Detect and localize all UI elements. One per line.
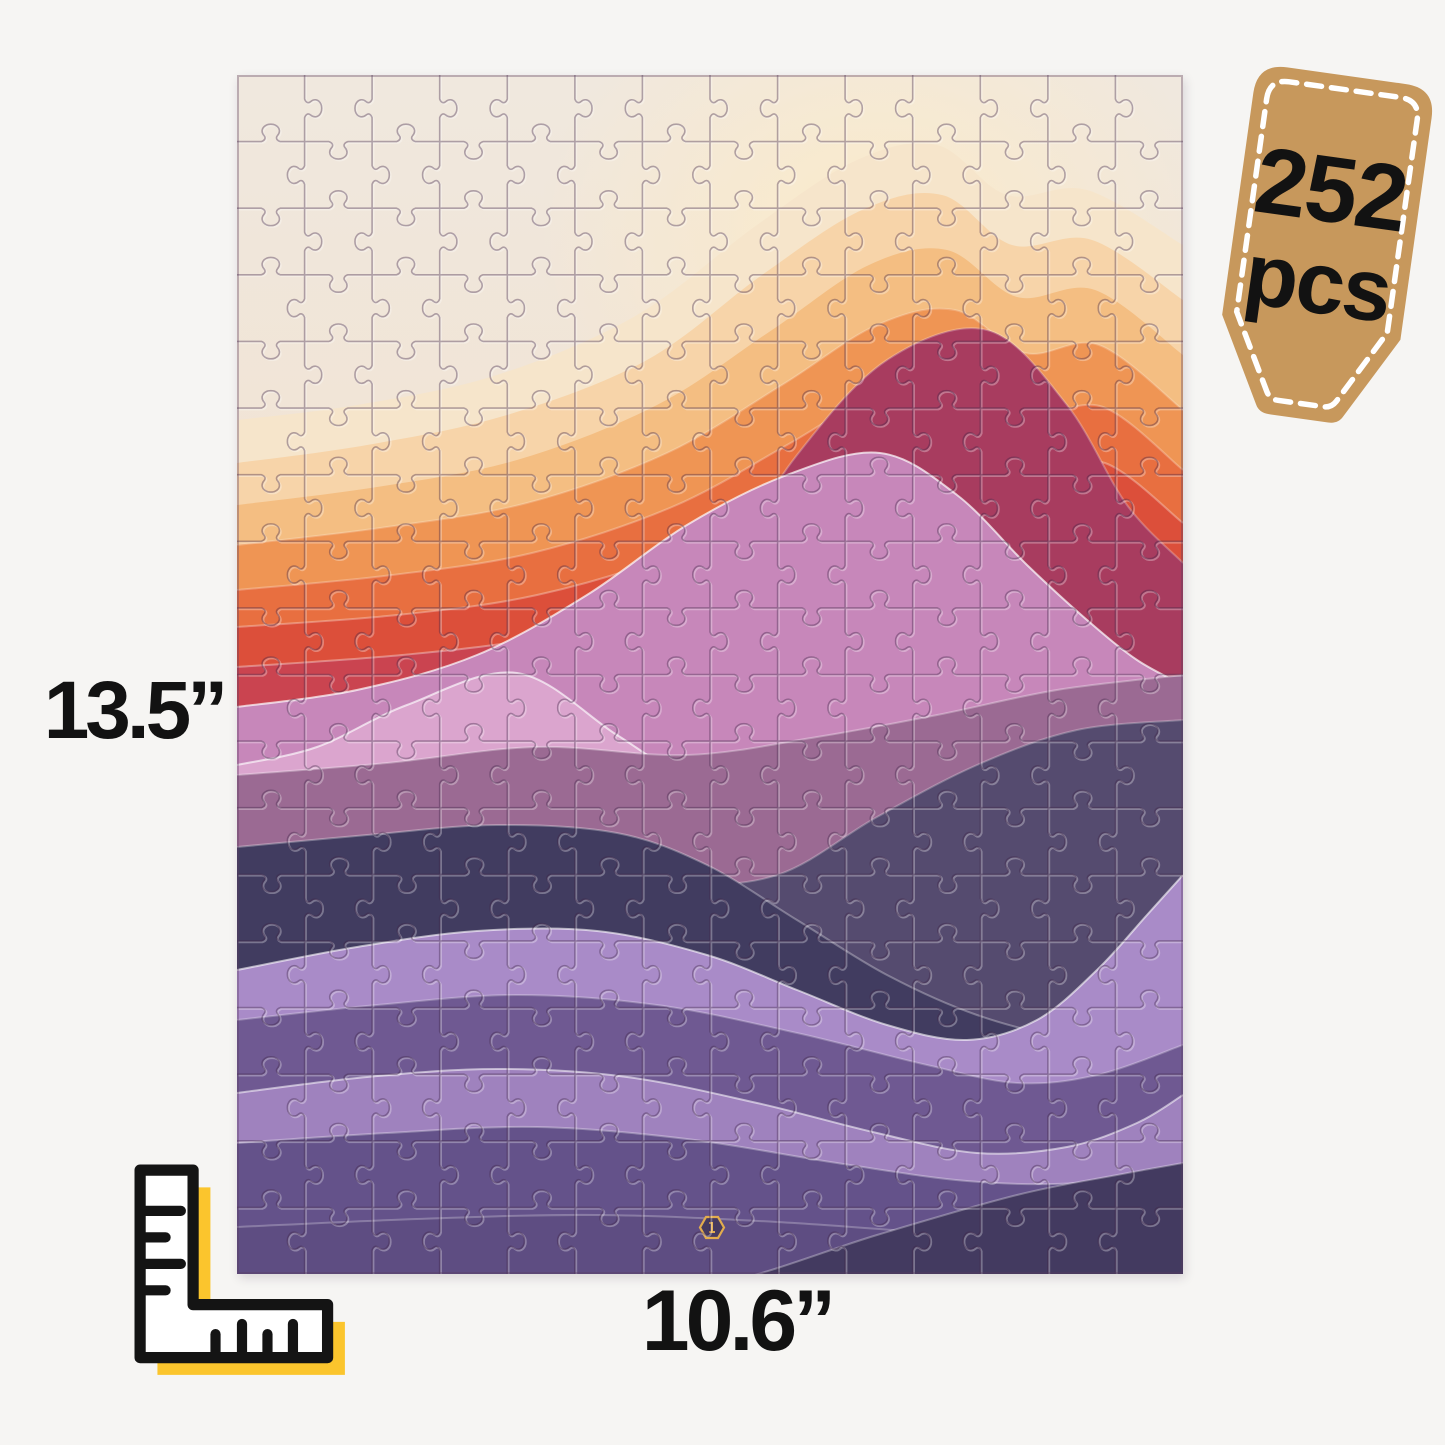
art-layers [237, 143, 1183, 1274]
pieces-count-badge: 252 pcs [1190, 47, 1445, 455]
width-dimension-label: 10.6” [641, 1273, 836, 1369]
ruler-outline-shape [134, 1164, 334, 1364]
height-dimension-label: 13.5” [43, 665, 229, 756]
jigsaw-grid [237, 75, 1183, 1274]
ruler-tick-marks [135, 1205, 299, 1363]
badge-dashed-border [1233, 78, 1421, 410]
ruler-icon [134, 1164, 350, 1380]
badge-text-block: 252 pcs [1207, 127, 1442, 342]
badge-tag-shape [1222, 66, 1433, 423]
puzzle-preview [237, 75, 1183, 1274]
brand-hexagon-logo [698, 1215, 726, 1240]
ruler-icon-svg [134, 1164, 345, 1375]
puzzle-artwork [237, 75, 1183, 1274]
badge-tag-shape-path [1222, 66, 1433, 423]
